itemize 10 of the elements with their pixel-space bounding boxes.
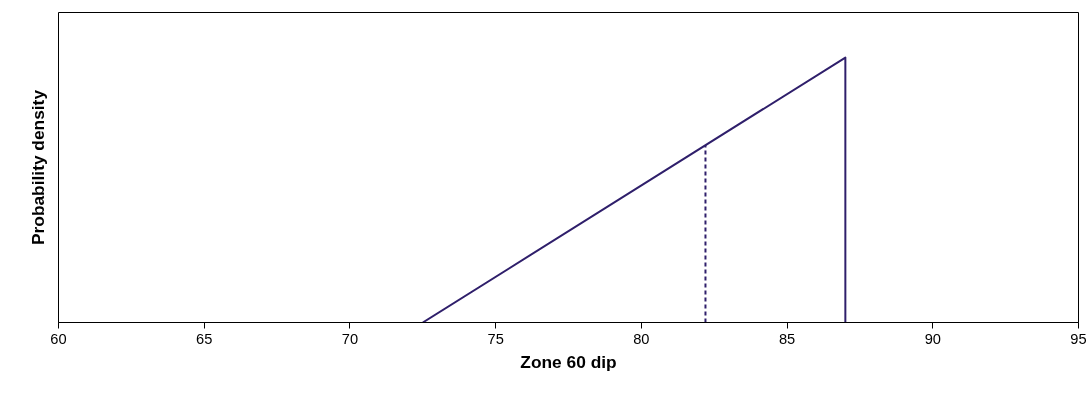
x-tick-label: 70: [341, 330, 359, 347]
x-tick-label: 75: [487, 330, 504, 347]
x-axis-title: Zone 60 dip: [520, 351, 617, 372]
x-tick-label: 80: [633, 330, 650, 347]
x-tick-label: 65: [196, 330, 213, 347]
x-tick-label: 90: [924, 330, 941, 347]
y-axis-title: Probability density: [27, 89, 48, 246]
x-tick-label: 95: [1070, 330, 1087, 347]
x-tick-label: 60: [50, 330, 67, 347]
x-tick-label: 85: [778, 330, 796, 347]
